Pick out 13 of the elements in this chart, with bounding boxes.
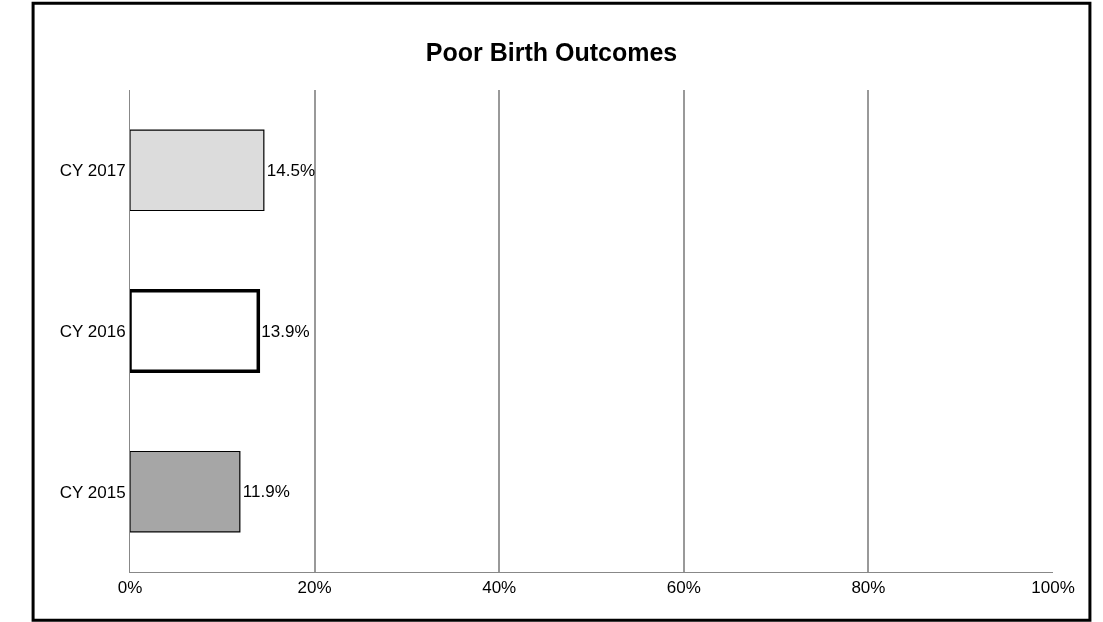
- x-tick-label: 20%: [297, 578, 332, 598]
- data-label: 13.9%: [261, 321, 310, 341]
- x-tick-label: 80%: [851, 578, 886, 598]
- x-tick-label: 0%: [117, 578, 143, 598]
- y-tick-label: CY 2016: [59, 321, 126, 341]
- y-tick-label: CY 2017: [59, 161, 126, 181]
- data-label: 11.9%: [242, 482, 290, 502]
- y-tick-label: CY 2015: [59, 482, 126, 502]
- x-tick-label: 60%: [666, 578, 701, 598]
- chart-title: Poor Birth Outcomes: [425, 38, 678, 67]
- x-tick-label: 40%: [482, 578, 517, 598]
- data-label: 14.5%: [266, 160, 316, 180]
- x-tick-label: 100%: [1031, 578, 1075, 598]
